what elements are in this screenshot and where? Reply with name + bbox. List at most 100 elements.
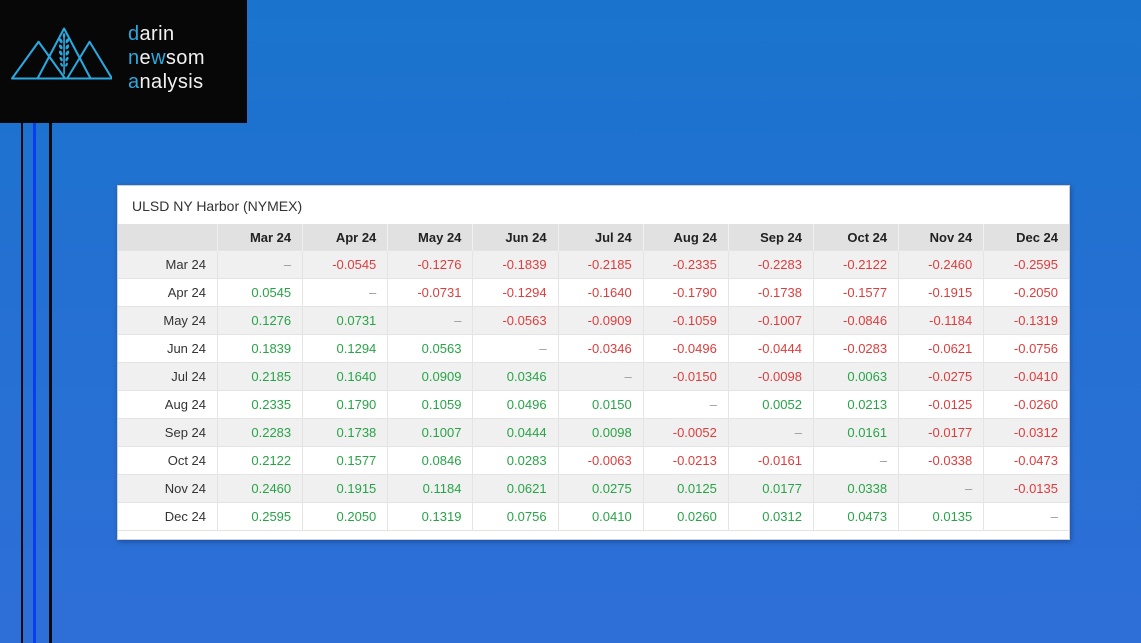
spread-cell-oct-24-vs-may-24: 0.0846 — [387, 446, 473, 475]
spread-cell-nov-24-vs-may-24: 0.1184 — [387, 474, 473, 503]
column-header-nov-24: Nov 24 — [898, 224, 984, 251]
table-row-may-24: May 24 0.1276 0.0731– -0.0563 -0.0909 -0.1059… — [118, 306, 1069, 335]
spread-cell-jun-24-vs-aug-24: -0.0496 — [642, 334, 729, 363]
left-stripe-dark-1 — [21, 123, 23, 643]
spread-cell-jul-24-vs-dec-24: -0.0410 — [983, 362, 1069, 391]
spread-cell-sep-24-vs-sep-24: – — [727, 418, 814, 447]
spread-cell-oct-24-vs-jun-24: 0.0283 — [472, 446, 559, 475]
spread-cell-sep-24-vs-may-24: 0.1007 — [387, 418, 473, 447]
spread-cell-mar-24-vs-jul-24: -0.2185 — [557, 250, 644, 279]
spread-cell-dec-24-vs-mar-24: 0.2595 — [216, 502, 303, 531]
table-title: ULSD NY Harbor (NYMEX) — [132, 198, 303, 214]
spread-cell-dec-24-vs-jun-24: 0.0756 — [472, 502, 559, 531]
spread-cell-jun-24-vs-apr-24: 0.1294 — [302, 334, 388, 363]
spread-cell-apr-24-vs-nov-24: -0.1915 — [898, 278, 984, 307]
logo-link[interactable]: darin newsom analysis — [0, 0, 247, 123]
spread-cell-jul-24-vs-mar-24: 0.2185 — [216, 362, 303, 391]
spread-cell-aug-24-vs-nov-24: -0.0125 — [898, 390, 984, 419]
corner-header-cell — [118, 224, 218, 251]
column-header-oct-24: Oct 24 — [812, 224, 899, 251]
column-header-apr-24: Apr 24 — [302, 224, 388, 251]
spread-cell-jun-24-vs-dec-24: -0.0756 — [983, 334, 1069, 363]
spread-cell-oct-24-vs-nov-24: -0.0338 — [898, 446, 984, 475]
spread-cell-oct-24-vs-aug-24: -0.0213 — [642, 446, 729, 475]
spread-cell-jun-24-vs-nov-24: -0.0621 — [898, 334, 984, 363]
table-row-jun-24: Jun 24 0.1839 0.1294 0.0563– -0.0346 -0.0496-… — [118, 334, 1069, 363]
column-header-may-24: May 24 — [387, 224, 473, 251]
table-row-mar-24: Mar 24– -0.0545 -0.1276 -0.1839 -0.2185 -0.23… — [118, 250, 1069, 279]
spread-cell-mar-24-vs-apr-24: -0.0545 — [302, 250, 388, 279]
table-row-sep-24: Sep 24 0.2283 0.1738 0.1007 0.0444 0.0098 -0.0… — [118, 418, 1069, 447]
spread-cell-oct-24-vs-oct-24: – — [812, 446, 899, 475]
spread-cell-sep-24-vs-oct-24: 0.0161 — [812, 418, 899, 447]
spread-cell-mar-24-vs-mar-24: – — [216, 250, 303, 279]
table-row-oct-24: Oct 24 0.2122 0.1577 0.0846 0.0283 -0.0063 -0.… — [118, 446, 1069, 475]
spread-cell-oct-24-vs-apr-24: 0.1577 — [302, 446, 388, 475]
spread-cell-may-24-vs-may-24: – — [387, 306, 473, 335]
spread-cell-nov-24-vs-jul-24: 0.0275 — [557, 474, 644, 503]
spread-cell-may-24-vs-oct-24: -0.0846 — [812, 306, 899, 335]
spread-cell-apr-24-vs-apr-24: – — [302, 278, 388, 307]
spread-cell-may-24-vs-jun-24: -0.0563 — [472, 306, 559, 335]
spread-cell-oct-24-vs-jul-24: -0.0063 — [557, 446, 644, 475]
spread-cell-dec-24-vs-may-24: 0.1319 — [387, 502, 473, 531]
spread-cell-dec-24-vs-nov-24: 0.0135 — [898, 502, 984, 531]
spread-cell-nov-24-vs-nov-24: – — [898, 474, 984, 503]
spread-cell-aug-24-vs-apr-24: 0.1790 — [302, 390, 388, 419]
spread-cell-aug-24-vs-oct-24: 0.0213 — [812, 390, 899, 419]
spread-cell-nov-24-vs-sep-24: 0.0177 — [727, 474, 814, 503]
spread-cell-sep-24-vs-mar-24: 0.2283 — [216, 418, 303, 447]
spread-cell-aug-24-vs-aug-24: – — [642, 390, 729, 419]
logo-word-newsom: newsom — [128, 47, 205, 69]
table-row-jul-24: Jul 24 0.2185 0.1640 0.0909 0.0346– -0.0150 -0… — [118, 362, 1069, 391]
spread-cell-sep-24-vs-dec-24: -0.0312 — [983, 418, 1069, 447]
futures-spread-matrix: Mar 24 Apr 24 May 24 Jun 24 Jul 24 Aug 24 Sep … — [118, 224, 1069, 531]
column-header-jul-24: Jul 24 — [557, 224, 644, 251]
spread-cell-jun-24-vs-jul-24: -0.0346 — [557, 334, 644, 363]
spread-cell-apr-24-vs-may-24: -0.0731 — [387, 278, 473, 307]
row-label-may-24: May 24 — [118, 306, 218, 335]
spread-cell-jul-24-vs-jul-24: – — [557, 362, 644, 391]
spread-cell-nov-24-vs-mar-24: 0.2460 — [216, 474, 303, 503]
column-header-jun-24: Jun 24 — [472, 224, 559, 251]
spread-cell-apr-24-vs-jun-24: -0.1294 — [472, 278, 559, 307]
spread-cell-aug-24-vs-mar-24: 0.2335 — [216, 390, 303, 419]
spread-cell-jul-24-vs-oct-24: 0.0063 — [812, 362, 899, 391]
spread-cell-jul-24-vs-may-24: 0.0909 — [387, 362, 473, 391]
spread-cell-jun-24-vs-mar-24: 0.1839 — [216, 334, 303, 363]
spread-cell-mar-24-vs-oct-24: -0.2122 — [812, 250, 899, 279]
spread-cell-jul-24-vs-jun-24: 0.0346 — [472, 362, 559, 391]
spread-cell-may-24-vs-sep-24: -0.1007 — [727, 306, 814, 335]
spread-cell-jun-24-vs-jun-24: – — [472, 334, 559, 363]
table-row-aug-24: Aug 24 0.2335 0.1790 0.1059 0.0496 0.0150–0.0… — [118, 390, 1069, 419]
column-header-aug-24: Aug 24 — [642, 224, 729, 251]
spread-cell-jul-24-vs-aug-24: -0.0150 — [642, 362, 729, 391]
spread-cell-aug-24-vs-sep-24: 0.0052 — [727, 390, 814, 419]
spread-cell-nov-24-vs-aug-24: 0.0125 — [642, 474, 729, 503]
row-label-nov-24: Nov 24 — [118, 474, 218, 503]
table-row-dec-24: Dec 24 0.2595 0.2050 0.1319 0.0756 0.0410 0.02… — [118, 502, 1069, 531]
spread-cell-may-24-vs-apr-24: 0.0731 — [302, 306, 388, 335]
logo-text: darin newsom analysis — [128, 22, 205, 94]
spread-cell-jul-24-vs-nov-24: -0.0275 — [898, 362, 984, 391]
row-label-mar-24: Mar 24 — [118, 250, 218, 279]
left-stripe-blue — [33, 123, 36, 643]
spread-cell-dec-24-vs-jul-24: 0.0410 — [557, 502, 644, 531]
spread-cell-aug-24-vs-jun-24: 0.0496 — [472, 390, 559, 419]
spread-cell-sep-24-vs-aug-24: -0.0052 — [642, 418, 729, 447]
left-stripe-dark-2 — [49, 123, 52, 643]
logo-word-analysis: analysis — [128, 71, 204, 93]
table-row-nov-24: Nov 24 0.2460 0.1915 0.1184 0.0621 0.0275 0.01… — [118, 474, 1069, 503]
spread-cell-mar-24-vs-dec-24: -0.2595 — [983, 250, 1069, 279]
spread-cell-mar-24-vs-aug-24: -0.2335 — [642, 250, 729, 279]
row-label-dec-24: Dec 24 — [118, 502, 218, 531]
spread-cell-nov-24-vs-dec-24: -0.0135 — [983, 474, 1069, 503]
spread-cell-dec-24-vs-sep-24: 0.0312 — [727, 502, 814, 531]
spread-cell-jun-24-vs-may-24: 0.0563 — [387, 334, 473, 363]
spread-cell-jul-24-vs-apr-24: 0.1640 — [302, 362, 388, 391]
spread-cell-apr-24-vs-dec-24: -0.2050 — [983, 278, 1069, 307]
column-header-sep-24: Sep 24 — [727, 224, 814, 251]
column-header-mar-24: Mar 24 — [216, 224, 303, 251]
spread-cell-may-24-vs-nov-24: -0.1184 — [898, 306, 984, 335]
spread-cell-apr-24-vs-sep-24: -0.1738 — [727, 278, 814, 307]
